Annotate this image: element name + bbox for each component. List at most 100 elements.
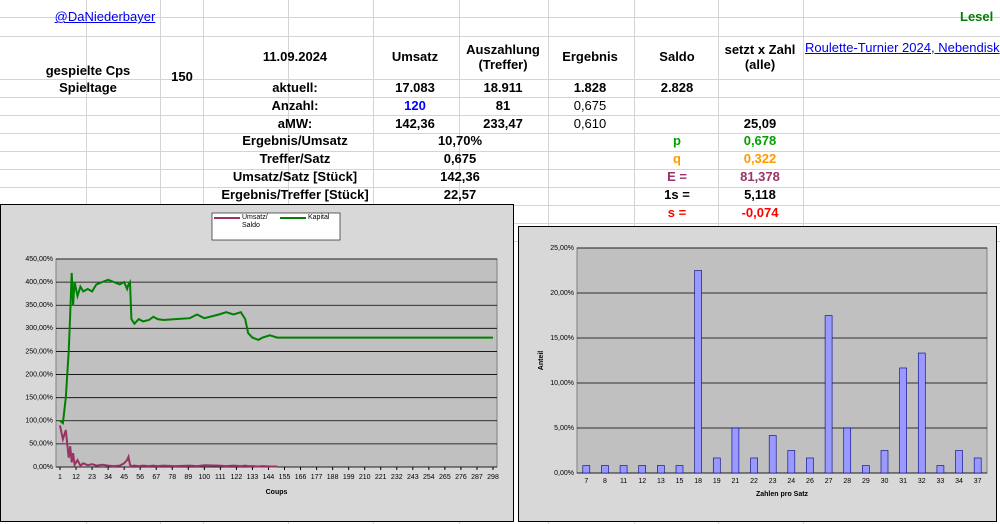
plot-area <box>55 258 498 468</box>
y-tick-label: 15,00% <box>550 335 574 342</box>
x-tick-label: 8 <box>603 478 607 485</box>
x-tick-label: 78 <box>168 474 176 481</box>
x-tick-label: 276 <box>455 474 467 481</box>
y-axis-label: Anteil <box>538 351 545 371</box>
y-tick-label: 25,00% <box>550 245 574 252</box>
row-value: 233,47 <box>483 116 523 131</box>
row-value: 0,610 <box>573 116 607 131</box>
y-tick-label: 400,00% <box>25 279 53 286</box>
x-tick-label: 19 <box>713 478 721 485</box>
legend-label: Umsatz/ Saldo <box>242 214 268 229</box>
row-label: aktuell: <box>272 80 318 95</box>
x-tick-label: 12 <box>72 474 80 481</box>
x-tick-label: 34 <box>955 478 963 485</box>
sheet-row-line <box>0 187 1000 188</box>
y-tick-label: 50,00% <box>29 441 53 448</box>
x-tick-label: 100 <box>198 474 210 481</box>
row-value: 120 <box>404 98 426 113</box>
stat-result: -0,074 <box>741 205 779 220</box>
bar <box>750 457 758 474</box>
bar <box>768 435 777 474</box>
stat-result: 81,378 <box>740 169 780 184</box>
y-tick-label: 450,00% <box>25 256 53 263</box>
sheet-row-line <box>0 17 1000 18</box>
y-tick-label: 250,00% <box>25 348 53 355</box>
x-tick-label: 21 <box>732 478 740 485</box>
row-value: 25,09 <box>743 116 777 131</box>
x-tick-label: 27 <box>825 478 833 485</box>
stat-result: 5,118 <box>744 187 776 202</box>
column-header: Ergebnis <box>562 49 618 64</box>
stat-value: 10,70% <box>437 133 483 148</box>
x-tick-label: 13 <box>657 478 665 485</box>
x-axis-label: Coups <box>266 489 288 496</box>
x-tick-label: 111 <box>215 474 226 481</box>
sheet-row-line <box>0 151 1000 152</box>
x-tick-label: 56 <box>136 474 144 481</box>
row-value: 17.083 <box>395 80 435 95</box>
x-tick-label: 28 <box>843 478 851 485</box>
bar <box>899 367 907 474</box>
bar <box>582 465 591 474</box>
sheet-row-line <box>0 97 1000 98</box>
played-label: gespielte Cps <box>45 63 131 78</box>
y-tick-label: 0,00% <box>554 470 574 477</box>
bar <box>787 450 796 474</box>
tournament-link[interactable]: Roulette-Turnier 2024, Nebendisk <box>805 40 1000 55</box>
stat-symbol: E = <box>667 169 687 184</box>
row-value: 2.828 <box>660 80 694 95</box>
column-header: setzt x Zahl (alle) <box>724 42 796 72</box>
stat-label: Umsatz/Satz [Stück] <box>232 169 358 184</box>
bar <box>712 457 721 474</box>
legend-label-box: Kapital <box>308 214 329 221</box>
stat-result: 0,322 <box>743 151 777 166</box>
x-tick-label: 11 <box>620 478 627 485</box>
column-header: Umsatz <box>391 49 439 64</box>
days-label: Spieltage <box>59 80 117 95</box>
x-tick-label: 210 <box>359 474 371 481</box>
x-tick-label: 45 <box>120 474 128 481</box>
played-value: 150 <box>171 69 193 84</box>
y-tick-label: 150,00% <box>25 395 53 402</box>
bar <box>694 270 702 474</box>
x-tick-label: 23 <box>88 474 96 481</box>
y-tick-label: 10,00% <box>550 380 574 387</box>
x-tick-label: 254 <box>423 474 435 481</box>
x-tick-label: 12 <box>638 478 646 485</box>
x-tick-label: 122 <box>231 474 243 481</box>
row-value: 81 <box>495 98 511 113</box>
row-value: 18.911 <box>483 80 523 95</box>
x-tick-label: 155 <box>279 474 291 481</box>
stat-value: 142,36 <box>440 169 480 184</box>
x-tick-label: 33 <box>937 478 945 485</box>
x-tick-label: 232 <box>391 474 403 481</box>
column-header: 11.09.2024 <box>262 49 328 64</box>
y-tick-label: 100,00% <box>25 418 53 425</box>
x-tick-label: 15 <box>676 478 684 485</box>
column-header: Saldo <box>659 49 695 64</box>
x-tick-label: 287 <box>471 474 483 481</box>
line-series <box>59 425 278 468</box>
x-tick-label: 221 <box>375 474 387 481</box>
stat-symbol: s = <box>667 205 687 220</box>
x-tick-label: 177 <box>311 474 323 481</box>
y-tick-label: 350,00% <box>25 302 53 309</box>
bar <box>973 457 982 474</box>
row-value: 1.828 <box>573 80 607 95</box>
bar <box>824 315 833 474</box>
x-tick-label: 31 <box>899 478 907 485</box>
row-label: Anzahl: <box>271 98 319 113</box>
stat-symbol: p <box>673 133 681 148</box>
column-header: Auszahlung (Treffer) <box>466 42 540 72</box>
handle-link[interactable]: @DaNiederbayer <box>54 9 156 24</box>
bar <box>806 457 814 474</box>
y-tick-label: 20,00% <box>550 290 574 297</box>
x-tick-label: 34 <box>104 474 112 481</box>
x-tick-label: 26 <box>806 478 814 485</box>
row-value: 0,675 <box>573 98 607 113</box>
row-label: aMW: <box>277 116 313 131</box>
legend-label-box: Umsatz/ Saldo <box>242 214 268 229</box>
x-tick-label: 24 <box>787 478 795 485</box>
x-tick-label: 133 <box>247 474 259 481</box>
